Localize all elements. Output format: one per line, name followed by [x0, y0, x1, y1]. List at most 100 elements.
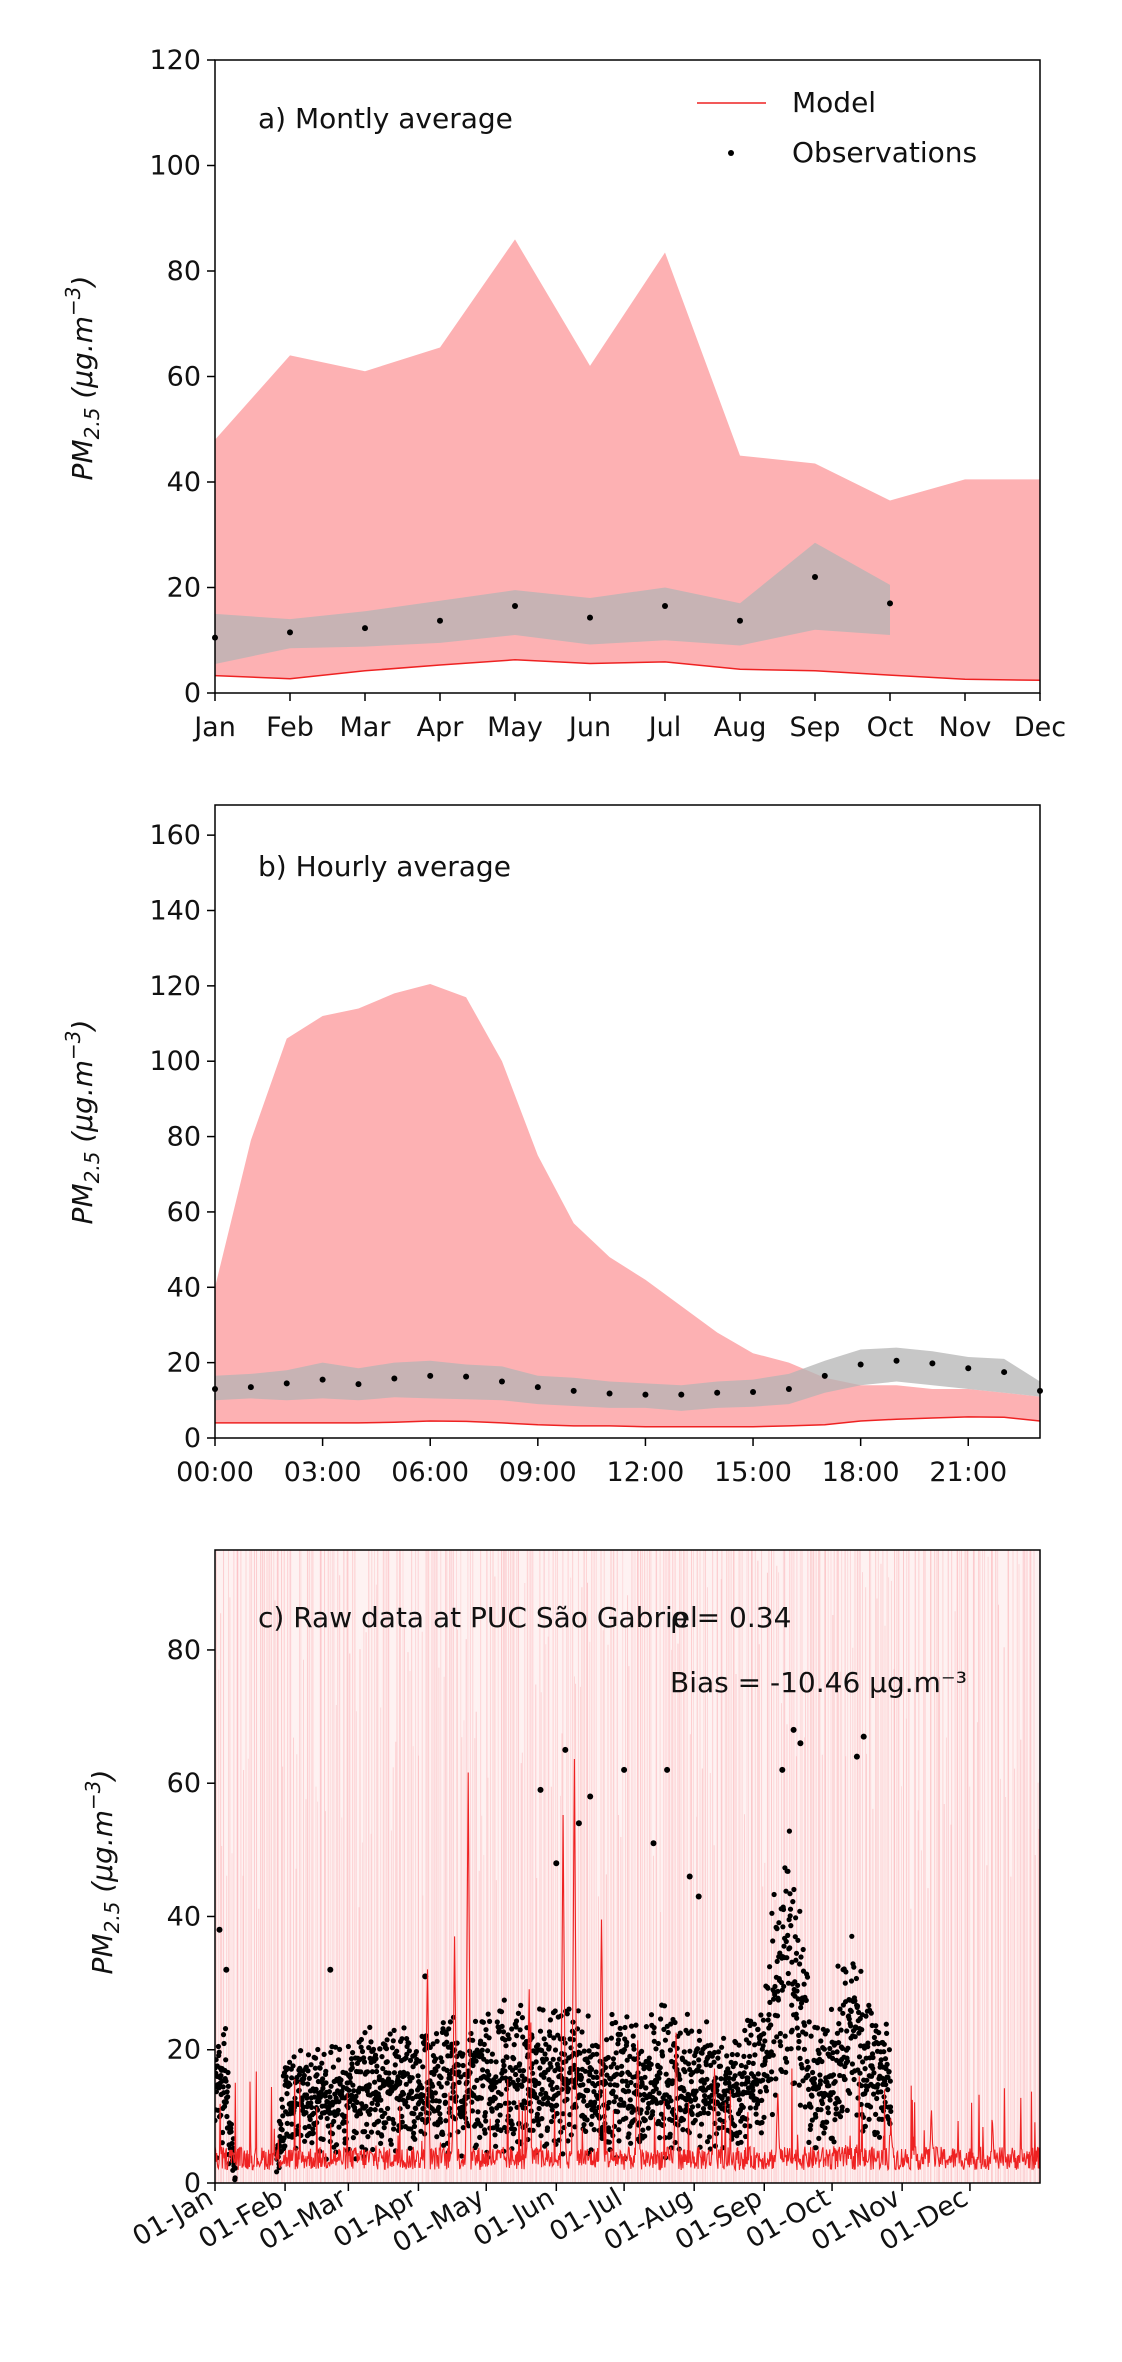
observation-point: [838, 2061, 844, 2067]
observation-point: [396, 2054, 402, 2060]
observation-point: [419, 2085, 425, 2091]
observation-point: [806, 2019, 812, 2025]
raw-data-panel: 02040608001-Jan01-Feb01-Mar01-Apr01-May0…: [81, 1549, 1041, 2259]
observation-point: [677, 2030, 683, 2036]
observation-point: [305, 2081, 311, 2087]
monthly-panel-label: a) Montly average: [258, 102, 513, 135]
observation-point: [543, 2056, 550, 2062]
observation-point: [639, 2048, 645, 2054]
observation-point: [777, 2039, 783, 2045]
observation-point: [658, 2111, 665, 2117]
observation-point: [502, 2124, 508, 2131]
observation-point: [335, 2057, 342, 2063]
observation-point: [228, 2129, 234, 2135]
observation-point: [317, 2065, 323, 2071]
observation-point: [696, 2028, 702, 2034]
observation-point: [374, 2101, 381, 2108]
observation-point: [319, 1376, 326, 1383]
observation-point: [887, 2104, 894, 2110]
observation-point: [552, 2068, 558, 2074]
observation-point: [752, 2042, 758, 2048]
observation-point: [391, 1375, 398, 1382]
hourly-y-tick-label: 100: [149, 1046, 201, 1077]
monthly-x-tick-label: Sep: [790, 712, 841, 743]
observation-point: [619, 2070, 625, 2076]
observation-point: [554, 2084, 560, 2091]
observation-point: [403, 2099, 409, 2105]
observation-point: [719, 2044, 725, 2050]
observation-point: [323, 2068, 329, 2074]
observation-point: [534, 2095, 540, 2101]
observation-point: [633, 2022, 639, 2028]
observation-point: [438, 2075, 444, 2081]
observation-point: [785, 1868, 791, 1874]
observation-point: [813, 2145, 819, 2151]
observation-point: [595, 2044, 601, 2050]
observation-point: [830, 2090, 836, 2096]
observation-point: [388, 2141, 394, 2147]
observation-point: [748, 2032, 754, 2038]
observation-point: [531, 2118, 537, 2124]
observation-point: [753, 2111, 759, 2117]
hourly-average-panel: 0 20 40 60 80 100 120 140 160 00:00 03:00 06:00 09:0…: [61, 804, 1043, 1488]
observation-point: [551, 2035, 557, 2041]
observation-point: [535, 2118, 541, 2124]
observation-point: [409, 2075, 415, 2081]
observation-point: [777, 1950, 783, 1956]
observation-point: [619, 2078, 626, 2084]
observation-point: [215, 2089, 219, 2095]
monthly-x-tick-label: Nov: [939, 712, 992, 743]
observation-point: [770, 1938, 776, 1944]
observation-point: [537, 2065, 543, 2071]
observation-point: [494, 2019, 500, 2025]
observation-point: [858, 2043, 864, 2049]
observation-point: [626, 2088, 632, 2094]
monthly-y-tick-label: 40: [167, 467, 201, 498]
observation-point: [218, 2073, 224, 2079]
observation-point: [687, 2048, 693, 2054]
monthly-y-axis-label: PM2.5 (μg.m−3): [61, 276, 104, 481]
observation-point: [837, 2114, 844, 2120]
observation-point: [1001, 1369, 1008, 1376]
monthly-x-tick-label: Jun: [567, 712, 611, 743]
hourly-y-tick-label: 160: [149, 820, 201, 851]
observation-point: [650, 2109, 656, 2115]
observation-point: [614, 2071, 620, 2077]
observation-point: [336, 2124, 342, 2130]
observation-point: [471, 2084, 477, 2090]
observation-point: [834, 2030, 841, 2036]
observation-point: [606, 2139, 613, 2145]
observation-point: [821, 2130, 827, 2136]
observation-point: [572, 2124, 578, 2130]
hourly-frame: [214, 804, 1041, 1439]
observation-point: [878, 2089, 884, 2095]
observation-point: [816, 2050, 822, 2056]
observation-point: [479, 2052, 485, 2058]
observation-point: [313, 2086, 319, 2092]
observation-point: [460, 2062, 466, 2069]
observation-point: [399, 2119, 405, 2125]
observation-point: [741, 2053, 747, 2059]
observation-point: [663, 2071, 669, 2077]
observation-point: [736, 2042, 742, 2048]
monthly-y-tick-label: 100: [149, 151, 201, 182]
observation-point: [589, 2113, 595, 2119]
observation-point: [830, 2072, 837, 2078]
model-line: [214, 659, 1041, 682]
observation-point: [498, 2009, 505, 2015]
observation-point: [363, 2103, 369, 2109]
observation-point: [493, 2143, 499, 2149]
observation-point: [688, 2079, 695, 2085]
observation-point: [848, 1978, 855, 1984]
observation-point: [366, 2082, 372, 2088]
observation-point: [283, 1380, 290, 1387]
observation-point: [616, 2127, 622, 2133]
observation-point: [606, 1390, 613, 1397]
observation-point: [224, 2113, 230, 2120]
observation-point: [800, 1946, 806, 1953]
observation-point: [681, 2049, 687, 2055]
observation-point: [708, 2062, 714, 2068]
observation-point: [401, 2025, 407, 2031]
observation-point: [699, 2069, 705, 2075]
observation-point: [672, 2139, 678, 2146]
